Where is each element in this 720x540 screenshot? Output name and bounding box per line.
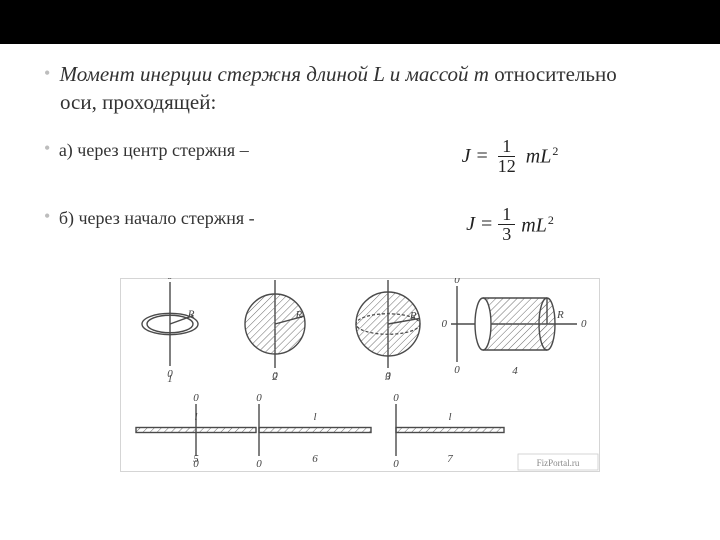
svg-text:1: 1 [167,373,173,385]
svg-text:0: 0 [442,318,448,330]
main-line1-rest: относительно [489,62,617,86]
main-line1-italic: Момент инерции стержня длиной L и массой… [60,62,489,86]
svg-text:3: 3 [384,371,391,383]
formula-den: 3 [498,225,515,244]
slide-top-bar [0,0,720,44]
svg-text:7: 7 [447,453,453,465]
formula-num: 1 [498,205,515,225]
formula-J: J [466,213,475,236]
svg-text:0: 0 [272,278,278,280]
svg-text:4: 4 [512,365,518,377]
formula-frac: 1 12 [494,137,520,176]
svg-text:2: 2 [272,371,278,383]
svg-text:R: R [556,309,564,321]
row-a-left: • а) через центр стержня – [44,137,344,176]
svg-text:5: 5 [193,453,199,465]
row-a-formula: J = 1 12 mL2 [344,137,676,176]
main-bullet: • Момент инерции стержня длиной L и масс… [44,60,676,117]
formula-num: 1 [498,137,515,157]
row-a-label: а) через центр стержня – [59,140,249,160]
formula-frac: 1 3 [498,205,515,244]
formula-den: 12 [494,157,520,176]
svg-text:6: 6 [312,453,318,465]
inertia-diagram: 00R100R200R30000R400l500l600l7FizPortal.… [44,278,676,472]
svg-text:0: 0 [581,318,587,330]
svg-text:0: 0 [393,392,399,404]
row-b-label: б) через начало стержня - [59,208,255,228]
svg-text:0: 0 [454,278,460,286]
bullet-dot-icon: • [44,63,54,83]
svg-text:0: 0 [167,278,173,282]
svg-text:0: 0 [393,458,399,470]
formula-eq: = [477,145,488,168]
svg-text:l: l [194,411,197,423]
svg-text:0: 0 [256,458,262,470]
svg-text:l: l [313,411,316,423]
svg-text:FizPortal.ru: FizPortal.ru [537,458,580,468]
svg-text:0: 0 [256,392,262,404]
svg-text:0: 0 [454,364,460,376]
bullet-dot-icon: • [44,206,54,226]
main-line2: оси, проходящей: [44,90,216,114]
formula-eq: = [481,213,492,236]
inertia-diagram-svg: 00R100R200R30000R400l500l600l7FizPortal.… [120,278,600,472]
bullet-dot-icon: • [44,138,54,158]
row-b: • б) через начало стержня - J = 1 3 mL2 [44,205,676,244]
svg-text:0: 0 [385,278,391,280]
row-a: • а) через центр стержня – J = 1 12 mL2 [44,137,676,176]
svg-text:R: R [409,310,417,322]
svg-text:0: 0 [193,392,199,404]
svg-text:R: R [187,309,195,321]
row-b-formula: J = 1 3 mL2 [344,205,676,244]
svg-text:R: R [294,309,302,321]
formula-J: J [462,145,471,168]
svg-text:l: l [448,411,451,423]
row-b-left: • б) через начало стержня - [44,205,344,244]
formula-mL2: mL2 [526,144,559,169]
formula-mL2: mL2 [521,213,554,238]
slide-content: • Момент инерции стержня длиной L и масс… [0,44,720,472]
